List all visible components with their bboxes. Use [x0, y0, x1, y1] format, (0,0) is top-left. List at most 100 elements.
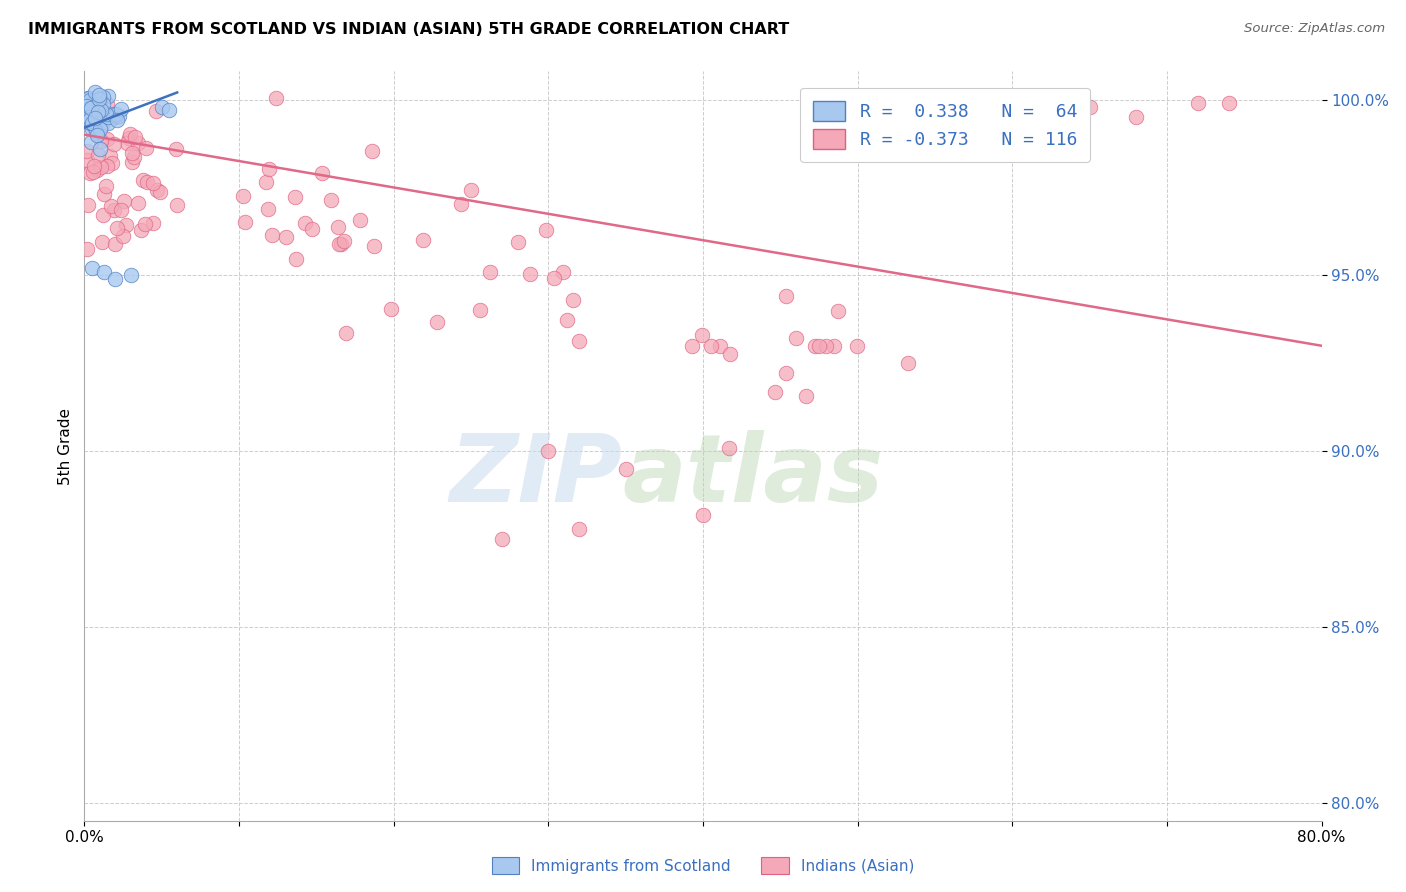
Point: [846, 339, 869, 353]
Point: [692, 508, 714, 522]
Point: [260, 227, 283, 242]
Text: ZIP: ZIP: [450, 430, 623, 522]
Point: [363, 239, 385, 253]
Point: [121, 155, 143, 169]
Point: [412, 233, 434, 247]
Point: [82, 113, 104, 128]
Point: [104, 109, 127, 123]
Point: [75, 99, 97, 113]
Point: [118, 127, 141, 141]
Point: [76, 242, 98, 256]
Point: [551, 265, 574, 279]
Point: [89, 91, 111, 105]
Point: [775, 366, 797, 380]
Point: [91, 111, 114, 125]
Point: [83, 110, 105, 124]
Point: [311, 166, 333, 180]
Point: [76, 100, 98, 114]
Point: [361, 144, 384, 158]
Point: [121, 146, 143, 161]
Point: [330, 237, 353, 252]
Point: [709, 339, 731, 353]
Point: [83, 119, 105, 133]
Point: [91, 118, 114, 132]
Point: [115, 136, 138, 151]
Point: [82, 261, 104, 276]
Point: [104, 272, 127, 286]
Point: [114, 218, 136, 232]
Point: [145, 104, 167, 119]
Point: [235, 215, 257, 229]
Point: [96, 132, 118, 146]
Point: [264, 91, 287, 105]
Point: [897, 356, 920, 370]
Point: [1218, 95, 1240, 110]
Point: [83, 99, 105, 113]
Point: [112, 229, 135, 244]
Point: [79, 101, 101, 115]
Point: [80, 121, 103, 136]
Point: [112, 194, 135, 209]
Point: [785, 331, 807, 345]
Point: [1078, 99, 1101, 113]
Legend: R =  0.338   N =  64, R = -0.373   N = 116: R = 0.338 N = 64, R = -0.373 N = 116: [800, 88, 1090, 162]
Point: [97, 116, 120, 130]
Point: [132, 173, 155, 187]
Y-axis label: 5th Grade: 5th Grade: [58, 408, 73, 484]
Point: [93, 265, 115, 279]
Point: [718, 441, 741, 455]
Point: [142, 176, 165, 190]
Point: [84, 125, 107, 139]
Point: [103, 237, 125, 252]
Point: [97, 88, 120, 103]
Point: [77, 198, 100, 212]
Point: [257, 202, 280, 216]
Point: [77, 91, 100, 105]
Point: [775, 289, 797, 303]
Point: [534, 223, 557, 237]
Point: [519, 268, 541, 282]
Point: [110, 202, 132, 217]
Point: [690, 328, 713, 343]
Point: [87, 103, 110, 117]
Point: [166, 198, 188, 212]
Point: [91, 208, 114, 222]
Legend: Immigrants from Scotland, Indians (Asian): Immigrants from Scotland, Indians (Asian…: [485, 851, 921, 880]
Point: [77, 112, 100, 127]
Point: [80, 108, 103, 122]
Point: [129, 222, 152, 236]
Point: [294, 216, 316, 230]
Point: [804, 339, 827, 353]
Point: [257, 161, 280, 176]
Point: [89, 142, 111, 156]
Point: [328, 237, 350, 252]
Point: [89, 88, 111, 103]
Point: [326, 220, 349, 235]
Point: [79, 93, 101, 107]
Point: [98, 149, 121, 163]
Point: [86, 111, 108, 125]
Point: [814, 339, 837, 353]
Point: [349, 212, 371, 227]
Point: [91, 97, 114, 112]
Point: [82, 109, 104, 123]
Point: [79, 112, 101, 126]
Text: IMMIGRANTS FROM SCOTLAND VS INDIAN (ASIAN) 5TH GRADE CORRELATION CHART: IMMIGRANTS FROM SCOTLAND VS INDIAN (ASIA…: [28, 22, 789, 37]
Point: [94, 107, 117, 121]
Point: [1125, 110, 1147, 124]
Point: [231, 188, 253, 202]
Point: [970, 113, 993, 128]
Point: [150, 99, 173, 113]
Point: [107, 109, 129, 123]
Point: [103, 202, 125, 217]
Point: [700, 339, 723, 353]
Point: [89, 121, 111, 136]
Point: [82, 165, 104, 179]
Point: [79, 135, 101, 149]
Point: [91, 235, 114, 249]
Point: [82, 99, 104, 113]
Point: [118, 130, 141, 145]
Point: [91, 90, 114, 104]
Point: [86, 102, 108, 116]
Point: [96, 159, 118, 173]
